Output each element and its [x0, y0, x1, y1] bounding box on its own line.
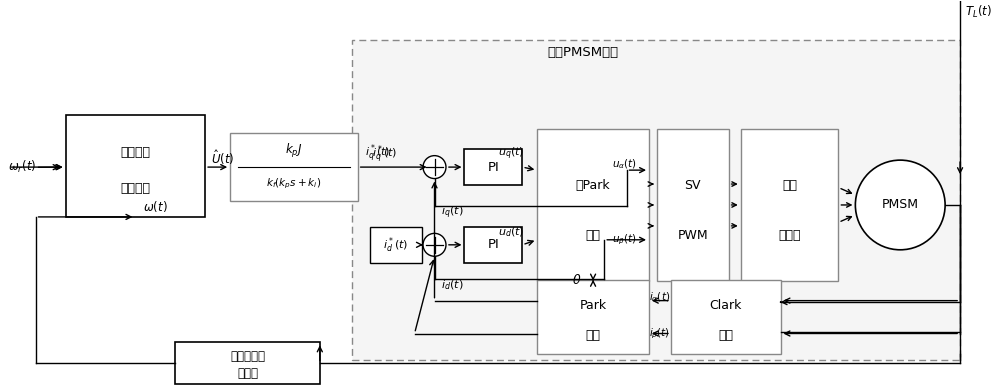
Text: $i_d^*(t)$: $i_d^*(t)$ — [383, 235, 408, 255]
Text: $i_q^*(t)$: $i_q^*(t)$ — [372, 144, 397, 166]
Text: $\omega_r(t)$: $\omega_r(t)$ — [8, 159, 36, 175]
Circle shape — [855, 160, 945, 250]
Text: 逆Park: 逆Park — [576, 179, 610, 192]
Circle shape — [423, 156, 446, 179]
Text: $u_d(t)$: $u_d(t)$ — [498, 225, 525, 239]
Text: PI: PI — [487, 238, 499, 251]
FancyBboxPatch shape — [230, 133, 358, 201]
Text: $u_{\alpha}(t)$: $u_{\alpha}(t)$ — [612, 157, 637, 171]
Text: $k_p J$: $k_p J$ — [285, 142, 303, 160]
Text: PWM: PWM — [677, 229, 708, 242]
Text: PMSM: PMSM — [882, 198, 919, 212]
Text: 变换: 变换 — [586, 229, 601, 242]
Text: $u_q(t)$: $u_q(t)$ — [498, 146, 525, 162]
Text: $k_f(k_p s+k_i)$: $k_f(k_p s+k_i)$ — [266, 177, 322, 191]
FancyBboxPatch shape — [464, 227, 522, 263]
Text: 位置和速度: 位置和速度 — [230, 350, 265, 363]
FancyBboxPatch shape — [66, 115, 205, 217]
Text: $i_q^*(t)$: $i_q^*(t)$ — [365, 143, 390, 165]
Text: 变换: 变换 — [718, 329, 733, 342]
Text: 变换: 变换 — [586, 329, 601, 342]
FancyBboxPatch shape — [370, 227, 422, 263]
FancyBboxPatch shape — [671, 280, 781, 354]
Text: $u_{\beta}(t)$: $u_{\beta}(t)$ — [612, 233, 637, 247]
Text: 三相: 三相 — [782, 179, 797, 192]
Text: 逆变器: 逆变器 — [778, 229, 801, 242]
Text: $T_L(t)$: $T_L(t)$ — [965, 4, 992, 20]
FancyBboxPatch shape — [657, 129, 729, 281]
Text: 模控制器: 模控制器 — [120, 182, 150, 195]
FancyBboxPatch shape — [741, 129, 838, 281]
Circle shape — [423, 233, 446, 256]
FancyBboxPatch shape — [352, 40, 960, 360]
Text: 广义PMSM对象: 广义PMSM对象 — [547, 46, 618, 59]
Text: $\hat{U}(t)$: $\hat{U}(t)$ — [211, 148, 235, 166]
Text: PI: PI — [487, 161, 499, 173]
Text: $i_{\alpha}(t)$: $i_{\alpha}(t)$ — [649, 290, 670, 304]
Text: $i_{\beta}(t)$: $i_{\beta}(t)$ — [649, 326, 670, 341]
Text: $i_q(t)$: $i_q(t)$ — [441, 205, 464, 221]
Text: $\omega(t)$: $\omega(t)$ — [143, 200, 168, 214]
Text: Clark: Clark — [710, 300, 742, 312]
FancyBboxPatch shape — [175, 342, 320, 384]
Text: 传感器: 传感器 — [237, 367, 258, 380]
Text: $\theta$: $\theta$ — [572, 273, 581, 287]
Text: $i_d(t)$: $i_d(t)$ — [441, 279, 464, 293]
Text: SV: SV — [685, 179, 701, 192]
FancyBboxPatch shape — [464, 149, 522, 185]
FancyBboxPatch shape — [537, 129, 649, 281]
FancyBboxPatch shape — [537, 280, 649, 354]
Text: Park: Park — [580, 300, 607, 312]
Text: 自适应滑: 自适应滑 — [120, 146, 150, 159]
